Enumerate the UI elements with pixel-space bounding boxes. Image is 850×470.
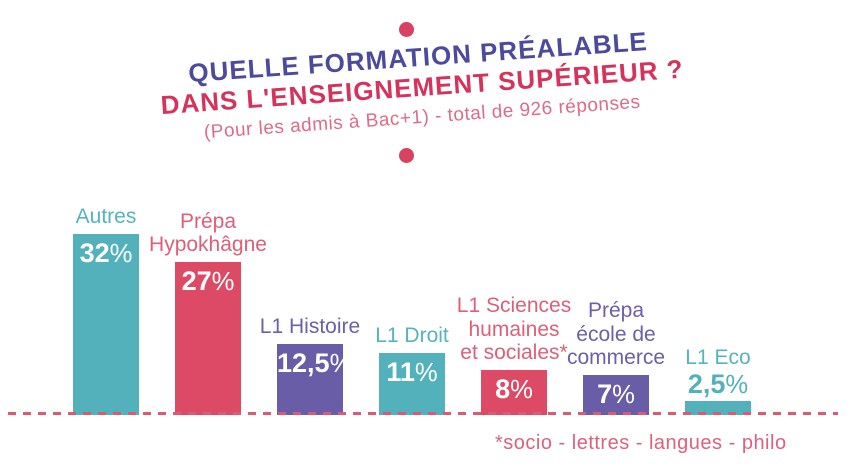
bar-l1-eco: [685, 401, 751, 415]
footnote: *socio - lettres - langues - philo: [495, 432, 787, 454]
bar-l1-droit: [379, 353, 445, 415]
bar-prepa-hypokhagne: [175, 262, 241, 415]
bar-value-prepa-hypokhagne: 27%: [181, 266, 235, 296]
bar-label-prepa-hypokhagne: Prépa Hypokhâgne: [149, 209, 267, 257]
bar-autres: [73, 234, 139, 415]
bar-value-autres: 32%: [79, 238, 133, 268]
bar-label-l1-droit: L1 Droit: [375, 324, 449, 348]
bar-value-l1-droit: 11%: [386, 357, 438, 387]
bar-l1-histoire: [277, 344, 343, 415]
bar-prepa-ecole-de-commerce: [583, 375, 649, 415]
bar-value-prepa-ecole-de-commerce: 7%: [597, 379, 635, 409]
bar-label-l1-eco: L1 Eco 2,5%: [623, 346, 813, 399]
bar-value-l1-sciences-humaines-et-sociales: 8%: [495, 374, 533, 404]
bar-label-l1-histoire: L1 Histoire: [259, 315, 361, 339]
decorative-dot-bottom: [399, 148, 414, 163]
bar-label-autres: Autres: [75, 205, 137, 229]
bar-label-prepa-ecole-de-commerce: Prépa école de commerce: [566, 298, 666, 370]
bar-value-l1-histoire: 12,5%: [277, 348, 353, 378]
decorative-dot-top: [399, 22, 414, 37]
bar-value-l1-eco: 2,5%: [687, 369, 749, 400]
dashed-baseline: [8, 412, 838, 415]
bar-label-l1-sciences-humaines-et-sociales: L1 Sciences humaines et sociales*: [456, 293, 572, 365]
bar-l1-sciences-humaines-et-sociales: [481, 370, 547, 415]
